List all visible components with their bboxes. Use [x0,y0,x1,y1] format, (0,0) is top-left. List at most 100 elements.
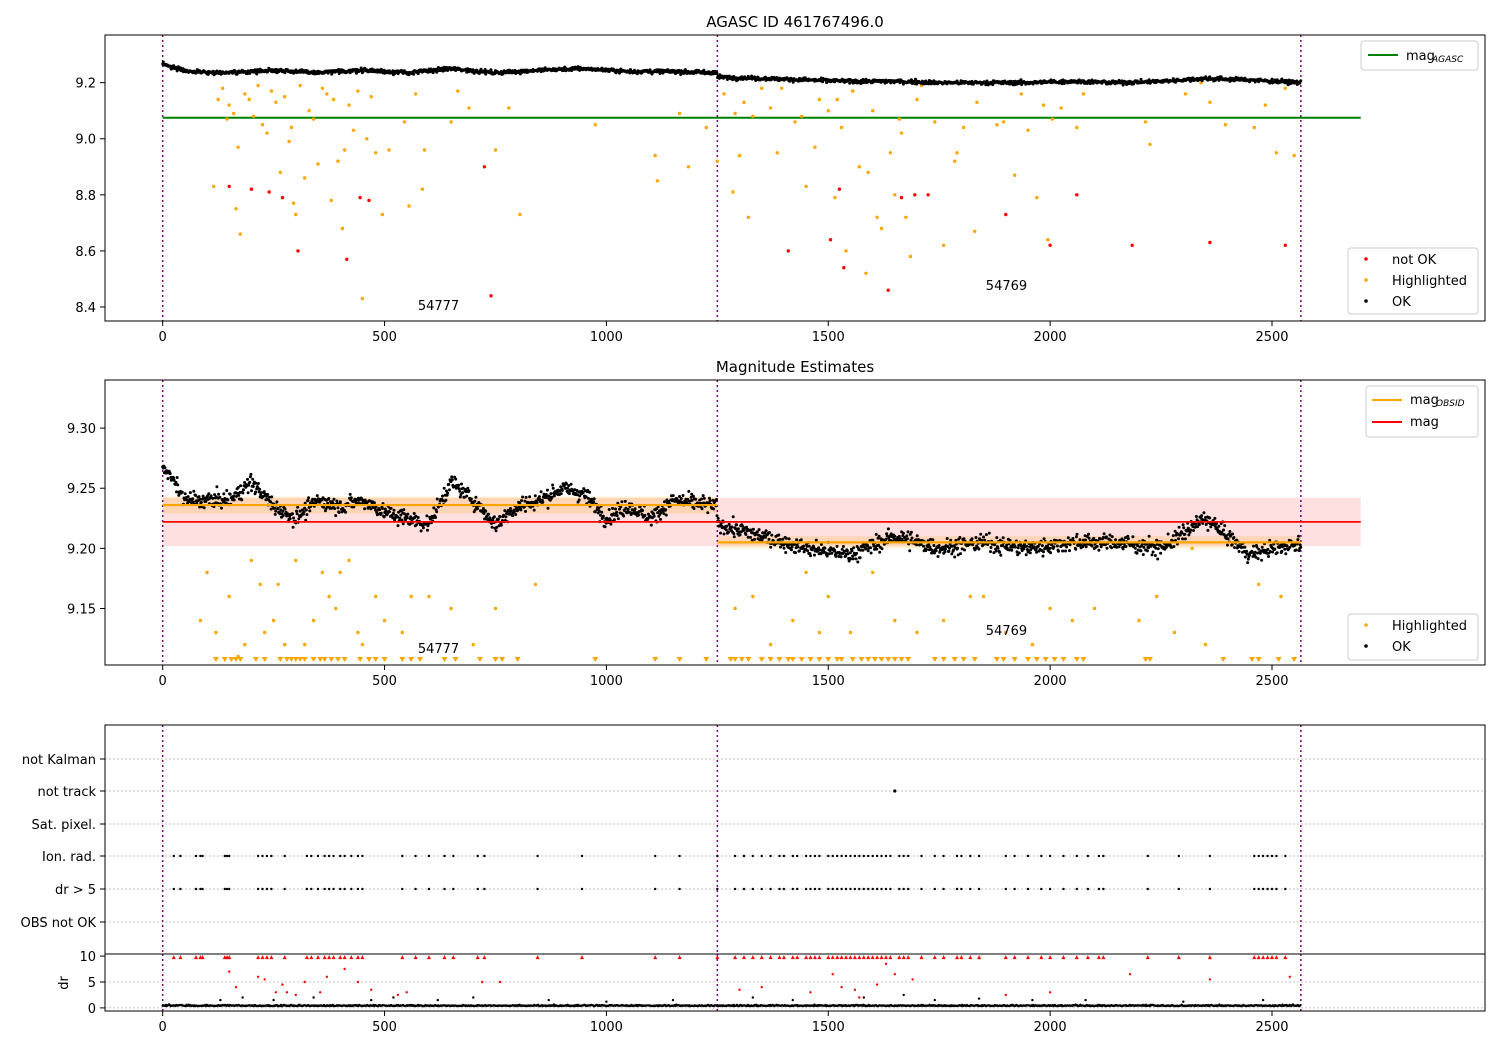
magnitude-ok-point [869,546,872,550]
magnitude-ok-point [192,489,196,493]
magnitude-ok-point [398,516,402,520]
agasc-highlighted-point [347,103,351,107]
agasc-highlighted-point [722,92,726,96]
flag-ion-rad-point [1102,854,1105,858]
magnitude-ok-point [349,496,353,500]
agasc-not-ok-point [249,187,254,191]
magnitude-ok-point [599,513,602,517]
agasc-ok-point [1280,77,1284,81]
magnitude-ok-point [691,494,695,498]
magnitude-ok-point [1288,545,1292,549]
magnitude-ok-point [198,497,202,501]
magnitude-ok-point [828,552,831,556]
magnitude-ok-point [401,522,405,526]
magnitude-highlighted-point [283,642,287,647]
agasc-highlighted-point [742,100,746,105]
flag-ion-rad-point [1062,854,1065,858]
magnitude-highlighted-point [249,558,254,563]
magnitude-ok-point [447,488,451,492]
agasc-not-ok-point [899,195,904,200]
agasc-highlighted-point [1274,151,1279,155]
magnitude-ok-point [1052,545,1056,549]
magnitude-ok-point [1223,524,1227,528]
magnitude-ok-point [1299,545,1303,549]
magnitude-ok-point [586,496,590,500]
flag-dr-point [791,887,794,891]
flag-dr-point [827,887,830,891]
flag-ion-rad-point [427,854,431,858]
agasc-not-ok-point [837,187,842,191]
flag-dr-point [716,887,719,891]
agasc-highlighted-point [1001,120,1006,124]
magnitude-ok-point [986,543,990,547]
magnitude-ok-point [524,495,528,499]
magnitude-lower-limit-marker [1142,657,1149,662]
magnitude-ok-point [446,491,450,495]
magnitude-lower-limit-marker [732,657,739,662]
magnitude-ok-point [494,529,498,533]
magnitude-ok-point [690,498,694,502]
magnitude-ok-point [1136,544,1140,548]
agasc-highlighted-point [220,86,225,91]
magnitude-ok-point [814,538,818,542]
magnitude-legend-top: mag OBSID mag [1365,385,1479,438]
flag-ion-rad-point [907,854,910,858]
flag-dr-point [1257,887,1260,891]
magnitude-ok-point [1209,525,1213,529]
flag-dr-point [751,887,754,891]
magnitude-ok-point [1103,543,1107,547]
flag-dr-point [884,887,888,891]
flag-ion-rad-point [270,854,273,858]
magnitude-ok-point [616,517,620,521]
magnitude-ok-point [1284,552,1288,556]
magnitude-ok-point [524,509,527,513]
flag-ion-rad-point [1026,854,1030,858]
magnitude-lower-limit-marker [785,657,792,662]
magnitude-ok-point [1246,561,1250,565]
flag-dr-point [804,887,808,891]
magnitude-ok-point [1121,547,1125,551]
agasc-highlighted-point [933,120,937,124]
magnitude-lower-limit-marker [816,657,823,662]
agasc-not-ok-point [1208,240,1212,245]
magnitude-ok-point [1226,537,1230,541]
agasc-highlighted-point [243,92,247,96]
agasc-highlighted-point [420,187,424,191]
flag-dr-point [778,887,781,891]
magnitude-ok-point [402,508,406,512]
magnitude-highlighted-point [981,594,986,599]
magnitude-ok-point [1155,538,1159,542]
magnitude-lower-limit-marker [834,657,841,662]
magnitude-ok-point [809,554,812,558]
magnitude-ok-point [1164,545,1168,549]
agasc-x-tick-label: 500 [372,330,397,345]
magnitude-ok-point [1141,553,1145,557]
magnitude-ok-point [239,484,243,488]
agasc-highlighted-point [955,151,959,155]
magnitude-ok-point [535,500,539,504]
legend-mag-agasc-label: mag [1406,49,1435,64]
magnitude-ok-point [1017,551,1021,555]
magnitude-lower-limit-marker [858,657,865,662]
magnitude-highlighted-point [1092,606,1097,611]
magnitude-ok-point [295,509,298,513]
magnitude-ok-point [880,547,884,551]
magnitude-highlighted-point [1004,630,1008,635]
magnitude-ok-point [195,501,199,505]
agasc-highlighted-point [387,148,391,152]
agasc-highlighted-point [864,271,868,275]
flag-dr-point [179,887,182,891]
magnitude-ok-point [1224,534,1228,538]
magnitude-ok-point [730,525,734,529]
magnitude-ok-point [1008,548,1011,552]
legend-mag-agasc-subscript: AGASC [1431,55,1464,65]
magnitude-ok-point [1142,545,1146,549]
magnitude-ok-point [288,517,292,521]
magnitude-ok-point [546,506,550,510]
magnitude-lower-limit-marker [807,657,814,662]
magnitude-y-tick-label: 9.15 [67,602,96,617]
magnitude-ok-point [191,500,195,504]
magnitude-ok-point [537,495,541,499]
flag-ion-rad-point [778,854,781,858]
magnitude-ok-point [392,508,396,512]
